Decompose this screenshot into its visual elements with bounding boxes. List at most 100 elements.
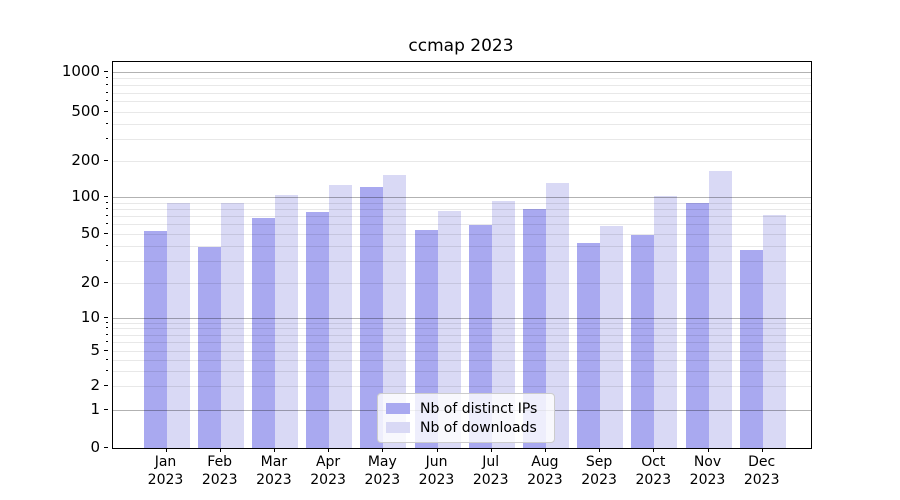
x-tick-label-mar: Mar 2023 [256, 454, 292, 488]
gridline-minor-30 [113, 261, 811, 263]
bar-downloads-feb [220, 202, 244, 448]
x-tick-label-oct: Oct 2023 [635, 454, 672, 488]
y-tick-100 [104, 196, 108, 198]
legend-label-downloads: Nb of downloads [420, 419, 537, 436]
legend-label-distinct-ips: Nb of distinct IPs [420, 400, 538, 417]
x-tick-aug [544, 448, 546, 452]
bar-ips-sep [577, 243, 601, 448]
gridline-minor-20 [113, 282, 811, 284]
bar-downloads-dec [762, 215, 786, 448]
y-tick-1000 [104, 71, 108, 72]
y-tick-20 [104, 281, 108, 283]
bar-ips-nov [685, 203, 709, 448]
bar-downloads-apr [329, 184, 353, 448]
y-minortick-600 [106, 100, 108, 102]
y-minortick-70 [106, 215, 108, 217]
bar-downloads-jul [491, 201, 515, 448]
x-tick-nov [707, 448, 709, 452]
gridline-minor-4 [113, 359, 811, 361]
bar-ips-jan [143, 230, 167, 448]
gridline-minor-500 [113, 112, 811, 113]
bar-downloads-aug [545, 182, 569, 448]
gridline-minor-300 [113, 139, 811, 141]
x-tick-label-may: May 2023 [364, 454, 401, 488]
gridline-minor-600 [113, 101, 811, 103]
x-tick-oct [653, 448, 655, 452]
gridline-minor-900 [113, 78, 811, 80]
bar-ips-oct [631, 234, 655, 448]
bar-downloads-jan [166, 202, 190, 448]
y-minortick-300 [106, 138, 108, 140]
y-tick-2 [104, 385, 108, 386]
x-tick-apr [328, 448, 330, 452]
gridline-major-100 [113, 197, 811, 199]
x-tick-label-dec: Dec 2023 [743, 454, 780, 488]
y-minortick-9 [106, 321, 108, 323]
y-tick-label-1: 1 [90, 399, 100, 418]
legend-swatch-distinct-ips [386, 403, 410, 414]
bar-downloads-nov [708, 171, 732, 448]
gridline-major-10 [113, 317, 811, 319]
y-tick-50 [104, 232, 108, 234]
y-minortick-8 [106, 327, 108, 329]
x-tick-sep [599, 448, 601, 452]
legend: Nb of distinct IPs Nb of downloads [377, 393, 555, 443]
legend-swatch-downloads [386, 422, 410, 433]
y-tick-label-100: 100 [71, 187, 100, 206]
y-tick-label-500: 500 [71, 102, 100, 120]
y-minortick-60 [106, 223, 108, 225]
x-tick-label-jul: Jul 2023 [472, 454, 509, 488]
x-tick-jan [165, 448, 167, 452]
gridline-minor-60 [113, 224, 811, 226]
y-tick-label-50: 50 [80, 223, 100, 242]
y-tick-label-2: 2 [90, 376, 100, 394]
bar-downloads-mar [274, 195, 298, 448]
gridline-minor-3 [113, 370, 811, 372]
y-minortick-6 [106, 341, 108, 343]
gridline-minor-80 [113, 209, 811, 211]
gridline-minor-70 [113, 216, 811, 218]
y-tick-label-1000: 1000 [61, 62, 100, 80]
y-tick-label-10: 10 [80, 307, 100, 326]
y-minortick-400 [106, 122, 108, 124]
plot-area [112, 61, 812, 449]
chart-title: ccmap 2023 [408, 36, 514, 56]
x-tick-label-nov: Nov 2023 [689, 454, 726, 488]
y-tick-500 [104, 111, 108, 112]
gridline-minor-400 [113, 123, 811, 125]
y-minortick-7 [106, 333, 108, 335]
gridline-minor-700 [113, 92, 811, 94]
x-tick-jul [490, 448, 492, 452]
bar-ips-mar [251, 218, 275, 448]
x-tick-may [382, 448, 384, 452]
y-minortick-700 [106, 91, 108, 93]
x-tick-label-apr: Apr 2023 [310, 454, 346, 488]
y-tick-10 [104, 316, 108, 318]
legend-entry-downloads: Nb of downloads [386, 418, 546, 437]
y-minortick-40 [106, 244, 108, 246]
y-minortick-30 [106, 260, 108, 262]
bar-downloads-sep [600, 225, 624, 448]
gridline-minor-6 [113, 342, 811, 344]
y-minortick-900 [106, 77, 108, 79]
y-tick-label-0: 0 [90, 438, 100, 456]
y-minortick-90 [106, 201, 108, 203]
y-tick-200 [104, 160, 108, 161]
x-tick-label-jun: Jun 2023 [418, 454, 455, 488]
bar-ips-may [360, 187, 384, 448]
x-tick-mar [273, 448, 275, 452]
y-minortick-3 [106, 369, 108, 371]
bar-ips-feb [197, 247, 221, 448]
bar-ips-dec [739, 249, 763, 448]
gridline-major-1000 [113, 72, 811, 73]
y-minortick-4 [106, 358, 108, 360]
x-tick-feb [219, 448, 221, 452]
bar-ips-apr [306, 211, 330, 448]
bar-downloads-oct [654, 195, 678, 448]
bar-ips-jul [468, 225, 492, 448]
gridline-minor-8 [113, 328, 811, 330]
y-tick-label-5: 5 [90, 341, 100, 359]
y-tick-label-20: 20 [80, 272, 100, 291]
gridline-minor-2 [113, 386, 811, 387]
gridline-minor-90 [113, 202, 811, 204]
